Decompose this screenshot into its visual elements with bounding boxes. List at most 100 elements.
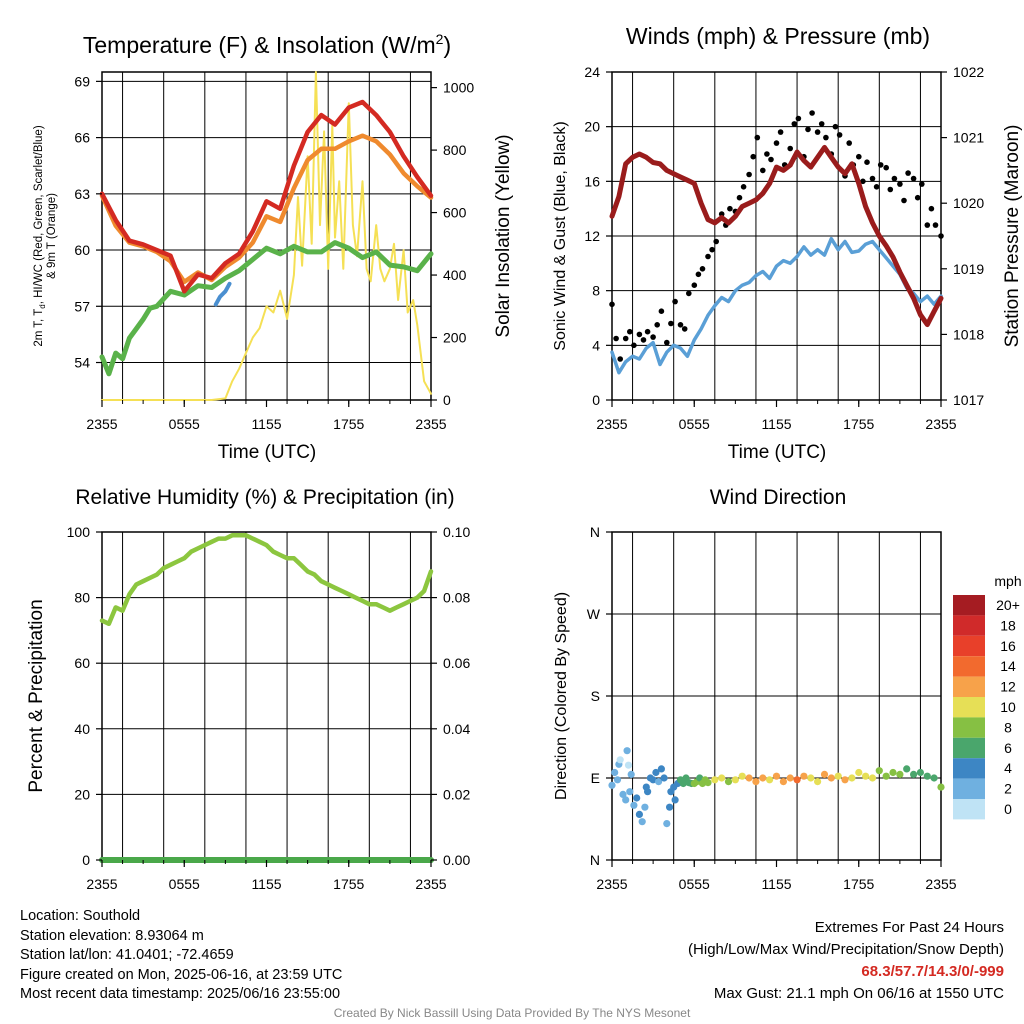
winds-title: Winds (mph) & Pressure (mb) [626, 23, 930, 49]
gust-point [919, 181, 925, 187]
recent-timestamp: Most recent data timestamp: 2025/06/16 2… [20, 986, 341, 1003]
x-tick-label: 0555 [169, 416, 200, 432]
gust-point [836, 132, 843, 138]
solar-ylabel-right: Solar Insolation (Yellow) [493, 134, 514, 337]
y-tick-label: E [591, 770, 600, 786]
legend-label: 20+ [996, 597, 1020, 613]
x-tick-label: 2355 [86, 416, 117, 432]
gust-point [644, 328, 651, 335]
y2-tick-label: 0 [443, 392, 451, 408]
x-tick-label: 2355 [415, 876, 446, 892]
gust-point [686, 290, 692, 297]
gust-point [727, 205, 733, 212]
max-gust: Max Gust: 21.1 mph On 06/16 at 1550 UTC [713, 985, 1004, 1002]
y-tick-label: 40 [74, 721, 90, 737]
gust-point [887, 186, 894, 193]
y-tick-label: 66 [74, 130, 90, 146]
direction-point [882, 772, 890, 780]
legend-swatch [953, 595, 985, 616]
x-tick-label: 1155 [251, 416, 281, 432]
gust-point [691, 282, 698, 289]
direction-point [841, 776, 849, 784]
y2-tick-label: 800 [443, 142, 467, 158]
direction-point [638, 818, 646, 826]
humidity-title: Relative Humidity (%) & Precipitation (i… [75, 486, 454, 509]
direction-point [660, 774, 668, 782]
direction-point [655, 778, 663, 786]
gust-point [928, 205, 935, 212]
legend-swatch [953, 737, 985, 759]
direction-point [930, 774, 938, 782]
temperature-title: Temperature (F) & Insolation (W/m2) [83, 31, 451, 58]
y2-tick-label: 0.02 [443, 786, 470, 802]
y-tick-label: 69 [74, 73, 90, 89]
direction-point [649, 776, 657, 784]
y-tick-label: W [587, 606, 601, 622]
x-tick-label: 1155 [761, 876, 791, 892]
gust-point [901, 197, 907, 204]
wind-direction-ylabel: Direction (Colored By Speed) [553, 592, 570, 800]
gust-point [832, 123, 839, 130]
gust-point [860, 178, 866, 185]
direction-point [711, 776, 719, 784]
y-tick-label: 4 [592, 337, 600, 353]
gust-point [631, 342, 637, 349]
humidity-panel: Relative Humidity (%) & Precipitation (i… [26, 486, 470, 892]
direction-point [793, 776, 801, 784]
direction-point [671, 796, 679, 804]
direction-point [752, 778, 760, 786]
extremes-values: 68.3/57.7/14.3/0/-999 [861, 963, 1004, 980]
gust-point [705, 253, 711, 260]
temperature-xlabel: Time (UTC) [218, 442, 317, 463]
gust-point [650, 334, 656, 340]
wind-direction-title: Wind Direction [710, 486, 847, 509]
legend-swatch [953, 676, 985, 697]
solar-insolation-line [101, 71, 432, 401]
legend-label: 2 [1004, 781, 1012, 797]
extremes-summary: Extremes For Past 24 Hours (High/Low/Max… [688, 917, 1004, 1005]
gust-point [891, 175, 898, 182]
station-info: Location: Southold Station elevation: 8.… [20, 907, 342, 1005]
gust-point [914, 194, 921, 201]
legend-label: 6 [1004, 740, 1012, 756]
x-tick-label: 2355 [415, 416, 446, 432]
y-tick-label: N [590, 524, 600, 540]
gust-point [764, 151, 770, 157]
y2-tick-label: 400 [443, 267, 467, 283]
station-latlon: Station lat/lon: 41.0401; -72.4659 [20, 947, 234, 964]
wind-ylabel-left: Sonic Wind & Gust (Blue, Black) [552, 121, 569, 350]
direction-point [619, 790, 627, 799]
direction-point [910, 770, 918, 779]
direction-point [738, 772, 746, 780]
legend-label: 8 [1004, 719, 1012, 735]
y-tick-label: 0 [82, 852, 90, 868]
figure-created: Figure created on Mon, 2025-06-16, at 23… [20, 966, 343, 983]
legend-swatch [953, 717, 985, 738]
gust-point [640, 337, 647, 343]
gust-point [791, 121, 798, 127]
gust-point [924, 222, 931, 228]
direction-point [855, 768, 863, 777]
gust-point [750, 153, 756, 160]
y2-tick-label: 0.04 [443, 721, 470, 737]
legend-label: 10 [1000, 699, 1016, 715]
gust-point [873, 184, 880, 190]
gust-point [672, 298, 678, 305]
direction-point [644, 788, 652, 796]
legend-label: 16 [1000, 638, 1016, 654]
direction-point [704, 779, 712, 787]
x-tick-label: 2355 [86, 876, 117, 892]
x-tick-label: 2355 [925, 416, 956, 432]
gust-point [695, 271, 702, 278]
y2-tick-label: 200 [443, 330, 467, 346]
direction-point [666, 803, 674, 811]
gust-point [795, 115, 802, 122]
y2-tick-label: 0.06 [443, 655, 470, 671]
y-tick-label: S [591, 688, 600, 704]
direction-point [759, 774, 767, 782]
gust-point [622, 335, 629, 342]
direction-point [623, 747, 631, 755]
humidity-plot-frame [101, 531, 432, 861]
y2-tick-label: 0.08 [443, 590, 470, 606]
